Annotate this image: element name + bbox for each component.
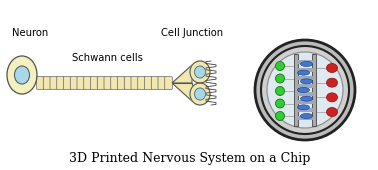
Ellipse shape: [301, 96, 313, 101]
FancyBboxPatch shape: [57, 77, 64, 89]
Bar: [296, 116, 313, 120]
FancyBboxPatch shape: [70, 77, 78, 89]
Bar: [294, 54, 298, 126]
Text: Cell Junction: Cell Junction: [161, 28, 223, 38]
FancyBboxPatch shape: [37, 77, 44, 89]
Circle shape: [255, 40, 355, 140]
FancyBboxPatch shape: [50, 77, 57, 89]
FancyBboxPatch shape: [104, 77, 112, 89]
Bar: [312, 54, 316, 126]
FancyBboxPatch shape: [124, 77, 132, 89]
FancyBboxPatch shape: [90, 77, 98, 89]
Circle shape: [276, 99, 285, 108]
Ellipse shape: [301, 79, 313, 84]
Bar: [296, 100, 313, 104]
Bar: [296, 68, 313, 72]
Text: 3D Printed Nervous System on a Chip: 3D Printed Nervous System on a Chip: [69, 152, 311, 165]
FancyBboxPatch shape: [84, 77, 91, 89]
FancyBboxPatch shape: [158, 77, 166, 89]
FancyBboxPatch shape: [165, 77, 172, 89]
Ellipse shape: [14, 66, 29, 84]
Ellipse shape: [327, 93, 338, 102]
Ellipse shape: [7, 56, 37, 94]
FancyBboxPatch shape: [64, 77, 71, 89]
Ellipse shape: [297, 88, 310, 92]
Bar: [296, 76, 313, 80]
Circle shape: [276, 62, 285, 71]
Circle shape: [267, 52, 343, 128]
FancyBboxPatch shape: [138, 77, 145, 89]
Ellipse shape: [195, 88, 206, 100]
Ellipse shape: [190, 83, 210, 105]
FancyBboxPatch shape: [97, 77, 105, 89]
FancyBboxPatch shape: [151, 77, 159, 89]
Ellipse shape: [327, 107, 338, 116]
Circle shape: [261, 46, 349, 134]
Ellipse shape: [301, 114, 313, 118]
Bar: [296, 92, 313, 96]
Ellipse shape: [301, 62, 313, 66]
Ellipse shape: [190, 61, 210, 83]
FancyBboxPatch shape: [111, 77, 118, 89]
FancyBboxPatch shape: [43, 77, 51, 89]
Bar: [296, 60, 313, 64]
Ellipse shape: [297, 70, 310, 75]
FancyBboxPatch shape: [77, 77, 85, 89]
Ellipse shape: [327, 78, 338, 87]
Ellipse shape: [297, 105, 310, 110]
Circle shape: [276, 74, 285, 83]
Text: Neuron: Neuron: [12, 28, 48, 38]
Polygon shape: [172, 83, 192, 101]
Polygon shape: [172, 65, 192, 83]
FancyBboxPatch shape: [144, 77, 152, 89]
Bar: [296, 84, 313, 88]
Ellipse shape: [195, 66, 206, 78]
Circle shape: [276, 112, 285, 121]
Bar: [296, 108, 313, 112]
Bar: [296, 54, 314, 126]
Circle shape: [276, 87, 285, 96]
Ellipse shape: [327, 64, 338, 72]
Text: Schwann cells: Schwann cells: [71, 53, 143, 63]
FancyBboxPatch shape: [118, 77, 125, 89]
FancyBboxPatch shape: [131, 77, 139, 89]
